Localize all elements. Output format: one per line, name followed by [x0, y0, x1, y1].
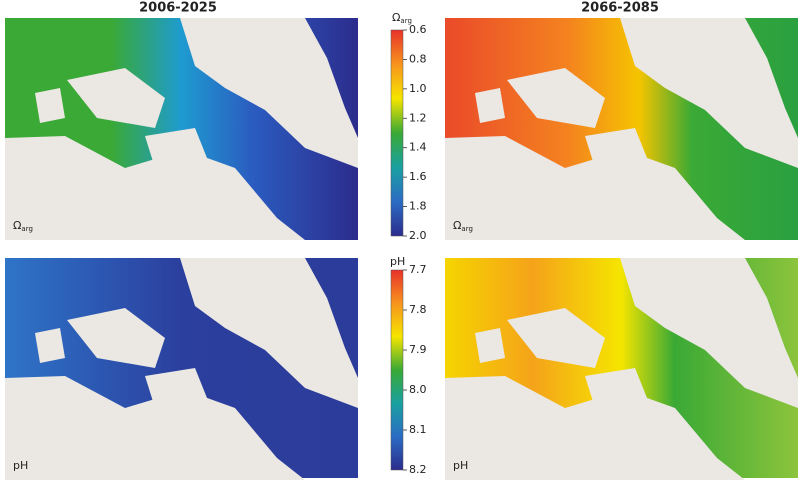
map-panel: pH: [5, 258, 358, 480]
map-panel: Ωarg: [445, 18, 798, 240]
colorbar-tick-label: 8.1: [409, 423, 427, 436]
map-panel: pH: [445, 258, 798, 480]
colorbar-tick-label: 0.6: [409, 23, 427, 36]
colorbar-tick-label: 8.2: [409, 463, 427, 476]
panel-label: Ωarg: [13, 219, 33, 233]
colorbar-tick-label: 7.9: [409, 343, 427, 356]
colorbar: [390, 29, 404, 237]
colorbar-title: pH: [390, 255, 405, 268]
colorbar-tick-label: 1.6: [409, 170, 427, 183]
colorbar-tick-label: 1.2: [409, 111, 427, 124]
panel-label: pH: [453, 459, 468, 472]
colorbar-tick-label: 0.8: [409, 52, 427, 65]
panel-label: pH: [13, 459, 28, 472]
colorbar-tick-label: 7.7: [409, 263, 427, 276]
column-title: 2006-2025: [139, 1, 217, 16]
colorbar-tick-label: 1.4: [409, 141, 427, 154]
column-title: 2066-2085: [581, 1, 659, 16]
colorbar-title: Ωarg: [392, 11, 412, 25]
map-panel: Ωarg: [5, 18, 358, 240]
colorbar-tick-label: 8.0: [409, 383, 427, 396]
colorbar-tick-label: 1.8: [409, 200, 427, 213]
colorbar-tick-label: 7.8: [409, 303, 427, 316]
colorbar-tick-label: 2.0: [409, 229, 427, 242]
colorbar-tick-label: 1.0: [409, 82, 427, 95]
panel-label: Ωarg: [453, 219, 473, 233]
colorbar: [390, 269, 404, 471]
